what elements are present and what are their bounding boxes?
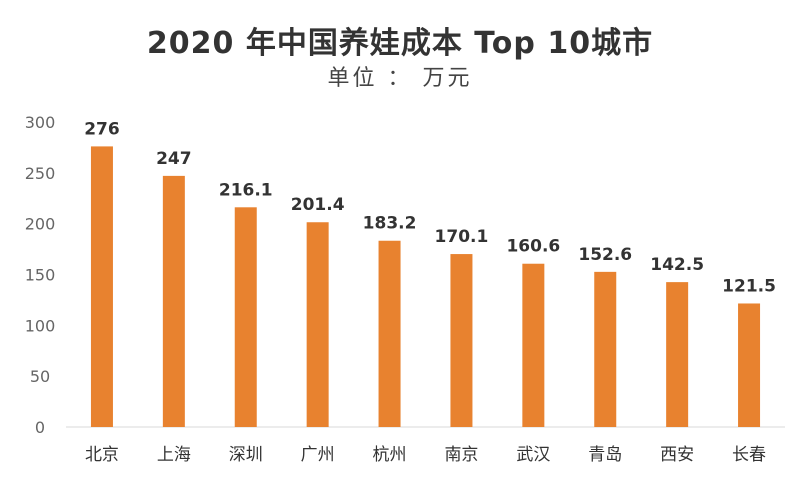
data-label: 216.1	[219, 180, 273, 200]
bar	[594, 271, 617, 427]
chart-subtitle: 单位 ： 万元	[327, 66, 473, 91]
y-tick-label: 250	[25, 164, 56, 183]
bar	[162, 175, 185, 427]
bar	[234, 207, 257, 427]
category-label: 深圳	[229, 445, 263, 465]
category-label: 广州	[301, 445, 335, 465]
category-label: 青岛	[588, 445, 622, 465]
data-label: 160.6	[506, 237, 560, 257]
data-label: 247	[156, 149, 192, 169]
bar	[450, 254, 473, 427]
data-label: 121.5	[722, 276, 776, 296]
bar	[738, 303, 761, 427]
y-tick-label: 150	[25, 266, 56, 285]
category-label: 北京	[85, 445, 119, 465]
y-tick-label: 50	[30, 367, 50, 386]
bar	[90, 146, 113, 427]
bar	[378, 240, 401, 427]
bar	[306, 222, 329, 427]
chart-title: 2020 年中国养娃成本 Top 10城市	[146, 26, 654, 61]
data-label: 183.2	[363, 214, 417, 234]
bar	[522, 263, 545, 427]
data-label: 201.4	[291, 195, 345, 215]
category-label: 杭州	[373, 445, 407, 465]
category-label: 长春	[732, 445, 766, 465]
bar	[666, 282, 689, 427]
category-label: 南京	[444, 445, 478, 465]
y-tick-label: 200	[25, 215, 56, 234]
data-label: 276	[84, 119, 120, 139]
category-label: 上海	[157, 445, 191, 465]
category-label: 西安	[660, 445, 694, 465]
data-label: 170.1	[435, 227, 489, 247]
category-label: 武汉	[516, 445, 550, 465]
y-tick-label: 0	[35, 418, 45, 437]
data-label: 152.6	[578, 245, 632, 265]
y-tick-label: 300	[25, 113, 56, 132]
y-tick-label: 100	[25, 316, 56, 335]
data-label: 142.5	[650, 255, 704, 275]
